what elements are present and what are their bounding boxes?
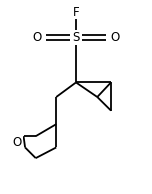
Text: S: S	[72, 31, 80, 44]
Text: O: O	[33, 31, 42, 44]
Text: F: F	[73, 5, 79, 19]
Text: O: O	[13, 135, 22, 149]
Text: O: O	[110, 31, 119, 44]
